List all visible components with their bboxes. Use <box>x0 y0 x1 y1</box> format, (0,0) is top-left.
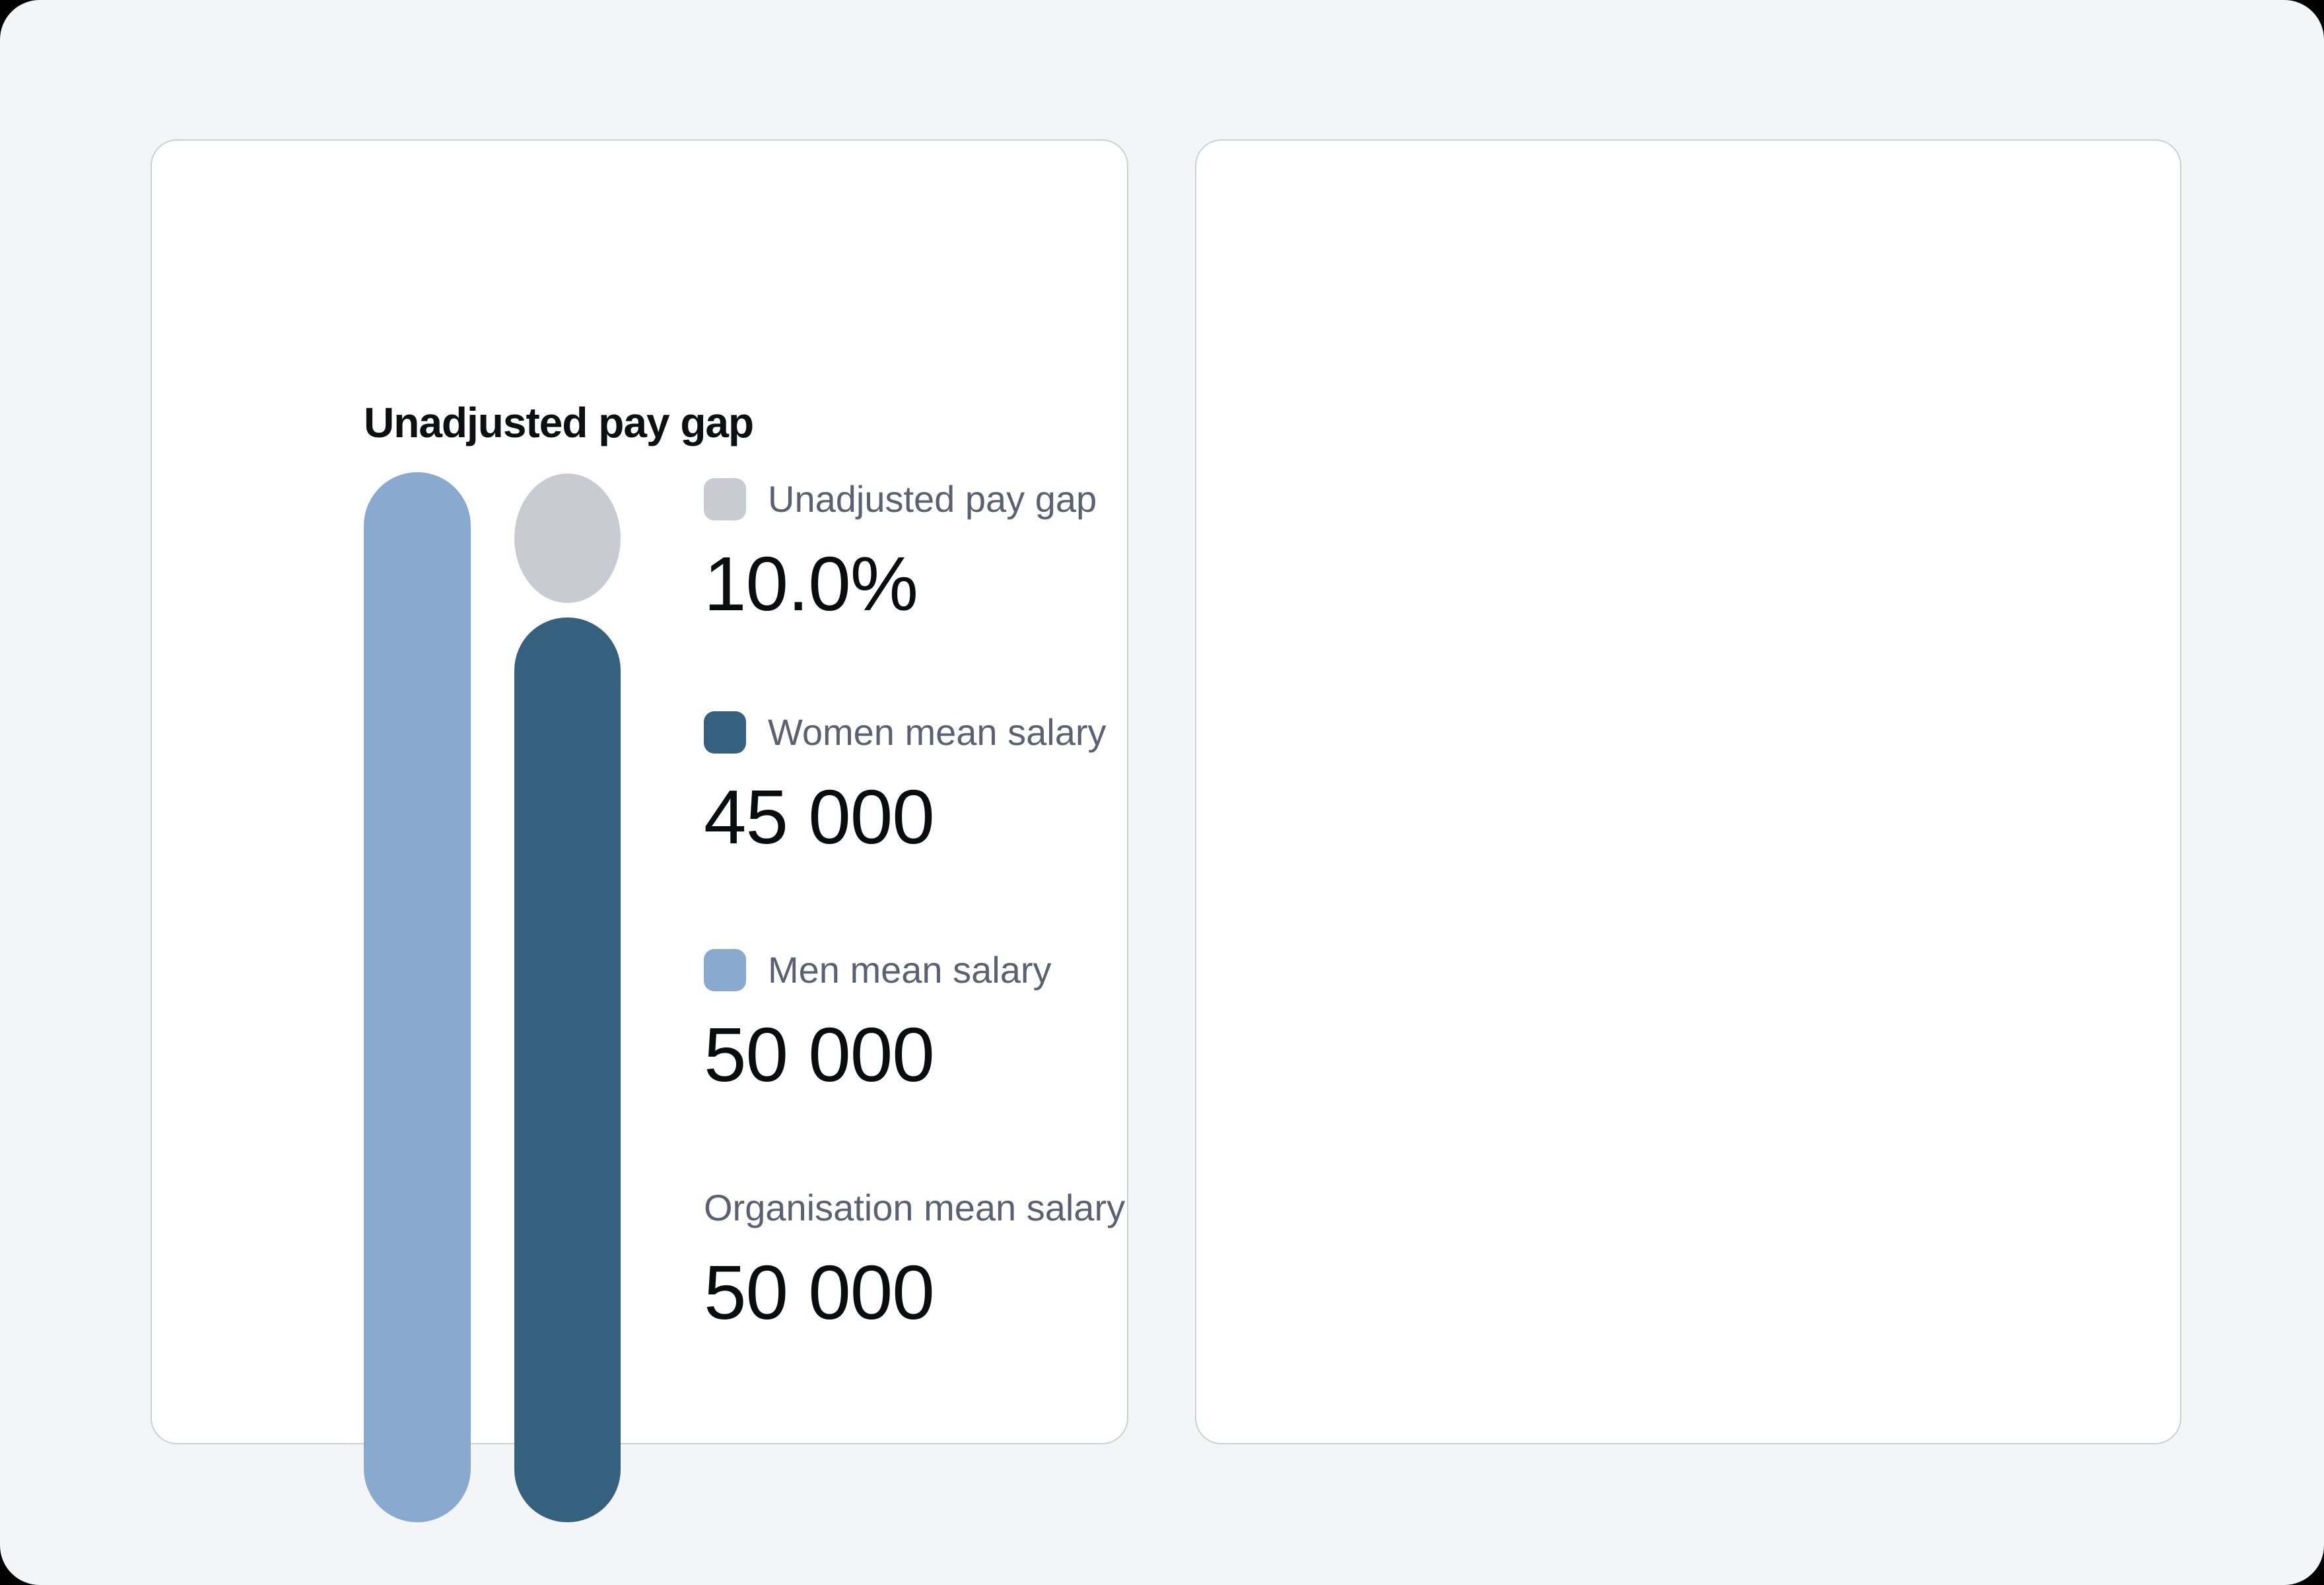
legend-item-men-mean-salary: Men mean salary 50 000 <box>704 949 1052 1093</box>
women-salary-swatch <box>704 711 746 754</box>
unadjusted-gap-swatch <box>704 478 746 520</box>
women-salary-bar <box>514 617 621 1522</box>
legend-label: Women mean salary <box>768 711 1107 753</box>
women-mean-salary-value: 45 000 <box>704 774 935 860</box>
organisation-mean-salary-value: 50 000 <box>704 1250 935 1335</box>
pay-gap-head-circle <box>514 474 621 603</box>
unadjusted-pay-gap-card: Unadjusted pay gap Unadjusted pay gap 10… <box>151 139 1128 1522</box>
legend-item-women-mean-salary: Women mean salary 45 000 <box>704 711 1107 855</box>
legend-label: Men mean salary <box>768 949 1052 991</box>
page-title: Unadjusted pay gap <box>364 399 754 447</box>
legend-label: Unadjusted pay gap <box>768 478 1097 520</box>
men-mean-salary-value: 50 000 <box>704 1012 935 1098</box>
legend-item-organisation-mean-salary: Organisation mean salary 50 000 <box>704 1187 1125 1331</box>
men-salary-bar <box>364 472 471 1522</box>
legend-label: Organisation mean salary <box>704 1187 1126 1228</box>
legend-item-unadjusted-gap: Unadjusted pay gap 10.0% <box>704 478 1097 622</box>
men-salary-swatch <box>704 949 746 991</box>
unadjusted-gap-value: 10.0% <box>704 541 918 627</box>
adjusted-pay-gap-card: Adjusted pay gap Adjusted pay gap 3.4% P… <box>1195 139 2181 1444</box>
